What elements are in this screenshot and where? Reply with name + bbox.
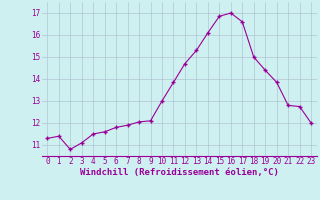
- X-axis label: Windchill (Refroidissement éolien,°C): Windchill (Refroidissement éolien,°C): [80, 168, 279, 177]
